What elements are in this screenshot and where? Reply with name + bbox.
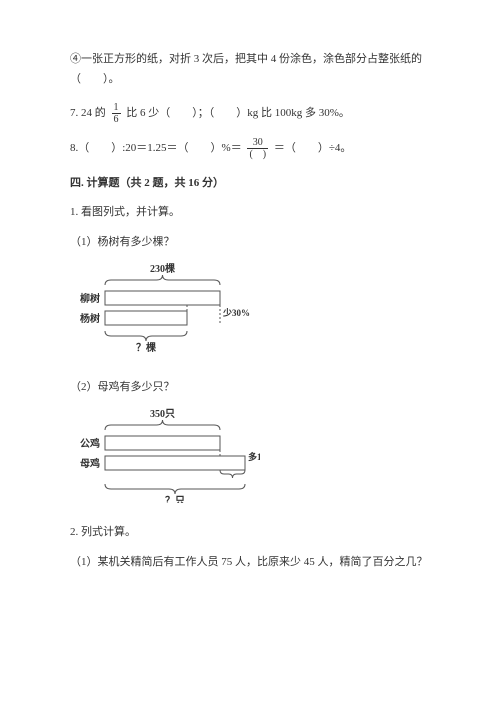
diagram-1-svg: 230棵柳树杨树 少30% ？棵 [70, 263, 260, 358]
s4-q2-title: 2. 列式计算。 [70, 523, 435, 543]
q4-text2: （ ）。 [70, 73, 120, 85]
q4-text1: ④一张正方形的纸，对折 3 次后，把其中 4 份涂色，涂色部分占整张纸的 [70, 53, 422, 65]
q7-frac-den: 6 [112, 114, 121, 125]
section-4-title: 四. 计算题（共 2 题，共 16 分） [70, 174, 435, 194]
q7-p2: 比 6 少（ ）；（ ）kg 比 100kg 多 30%。 [126, 107, 350, 119]
q8-p2: ＝（ ）÷4。 [274, 142, 352, 154]
q7-fraction: 1 6 [112, 102, 121, 125]
diagram-1: 230棵柳树杨树 少30% ？棵 [70, 263, 435, 358]
q8-frac-den: ( ) [247, 149, 268, 160]
svg-text:母鸡: 母鸡 [80, 457, 100, 470]
svg-text:？棵: ？棵 [136, 341, 156, 354]
s4-q1-sub2: （2）母鸡有多少只？ [70, 378, 435, 398]
s4-q2-sub1: （1）某机关精简后有工作人员 75 人，比原来少 45 人，精简了百分之几？ [70, 553, 435, 573]
question-8: 8.（ ）:20＝1.25＝（ ）%＝ 30 ( ) ＝（ ）÷4。 [70, 137, 435, 160]
q7-p1: 7. 24 的 [70, 107, 106, 119]
s4-q1-title: 1. 看图列式，并计算。 [70, 203, 435, 223]
q8-fraction: 30 ( ) [247, 137, 268, 160]
svg-text:柳树: 柳树 [80, 292, 100, 305]
q7-frac-num: 1 [112, 102, 121, 114]
diagram-2: 350只公鸡母鸡 多10% ？只 [70, 408, 435, 503]
svg-text:少30%: 少30% [222, 307, 250, 318]
svg-text:？只: ？只 [165, 495, 185, 503]
s4-q1-sub1: （1）杨树有多少棵？ [70, 233, 435, 253]
question-7: 7. 24 的 1 6 比 6 少（ ）；（ ）kg 比 100kg 多 30%… [70, 102, 435, 125]
svg-text:公鸡: 公鸡 [80, 437, 100, 450]
svg-text:杨树: 杨树 [80, 312, 100, 325]
question-4: ④一张正方形的纸，对折 3 次后，把其中 4 份涂色，涂色部分占整张纸的 （ ）… [70, 50, 435, 90]
svg-text:350只: 350只 [150, 408, 175, 420]
svg-text:230棵: 230棵 [150, 263, 175, 275]
q8-p1: 8.（ ）:20＝1.25＝（ ）%＝ [70, 142, 242, 154]
diagram-2-svg: 350只公鸡母鸡 多10% ？只 [70, 408, 260, 503]
svg-text:多10%: 多10% [248, 451, 260, 462]
q8-frac-num: 30 [247, 137, 268, 149]
